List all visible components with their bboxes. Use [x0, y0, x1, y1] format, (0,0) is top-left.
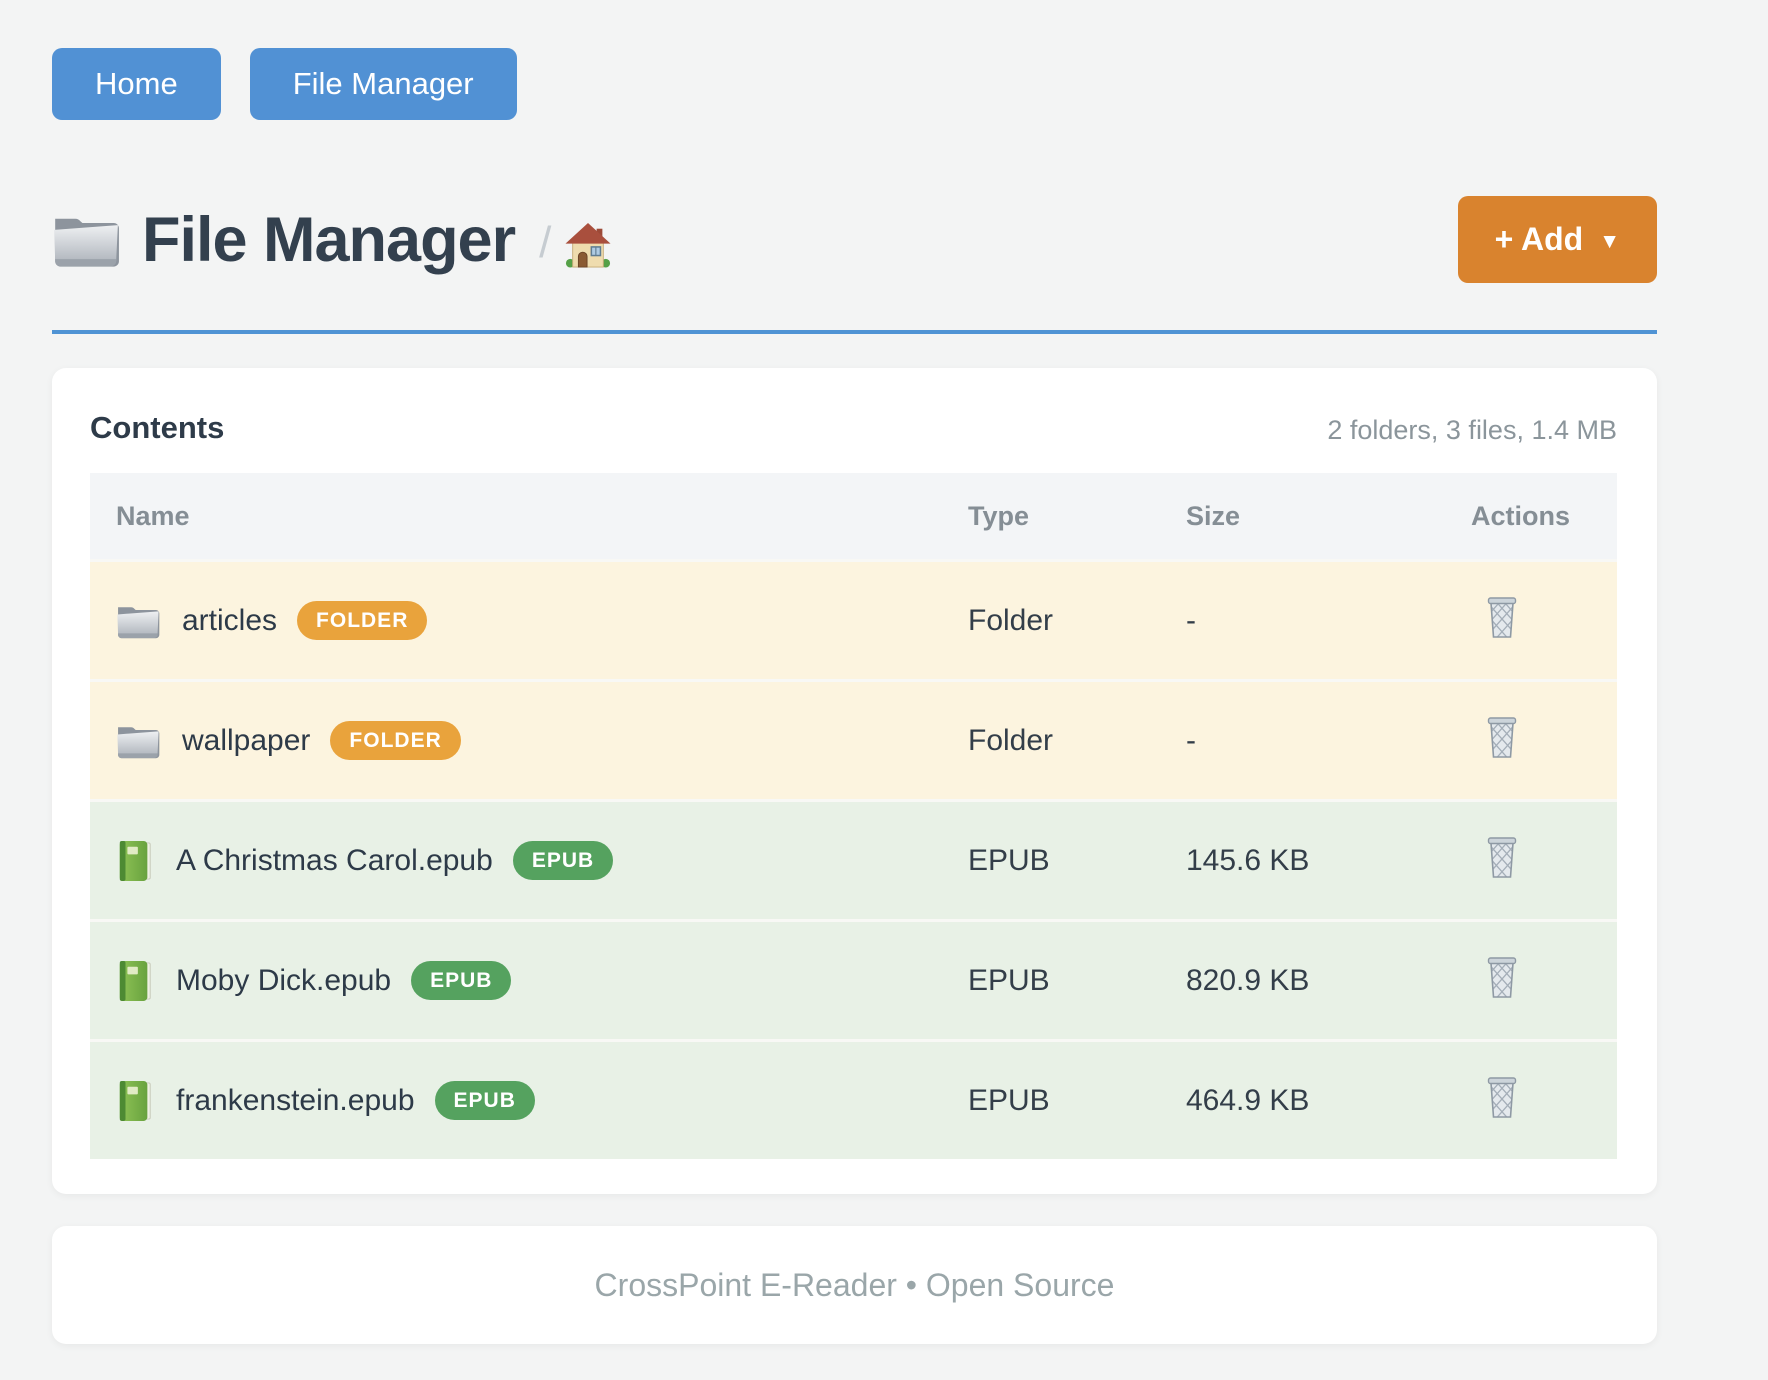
table-row-frankenstein[interactable]: frankenstein.epub EPUB EPUB 464.9 KB	[90, 1039, 1617, 1159]
trash-icon	[1483, 955, 1521, 999]
epub-badge: EPUB	[512, 841, 614, 880]
delete-button[interactable]	[1483, 595, 1521, 639]
add-button-label: + Add	[1494, 221, 1584, 257]
file-name[interactable]: wallpaper	[182, 723, 311, 757]
trash-icon	[1483, 715, 1521, 759]
page-title: File Manager	[142, 204, 516, 275]
table-row-moby-dick[interactable]: Moby Dick.epub EPUB EPUB 820.9 KB	[90, 919, 1617, 1039]
file-size: 464.9 KB	[1186, 1083, 1310, 1117]
file-type: EPUB	[968, 963, 1050, 997]
folder-icon	[52, 211, 120, 269]
epub-badge: EPUB	[411, 961, 512, 1000]
trash-icon	[1483, 595, 1521, 639]
file-name[interactable]: Moby Dick.epub	[176, 963, 392, 997]
column-header-type: Type	[968, 500, 1030, 531]
file-size: -	[1186, 723, 1196, 757]
file-size: -	[1186, 603, 1196, 637]
folder-badge: FOLDER	[330, 721, 461, 760]
delete-button[interactable]	[1483, 835, 1521, 879]
file-name[interactable]: A Christmas Carol.epub	[176, 843, 493, 877]
add-button[interactable]: + Add ▼	[1457, 196, 1657, 283]
table-header-row: Name Type Size Actions	[90, 473, 1617, 559]
trash-icon	[1483, 1075, 1521, 1119]
house-icon[interactable]	[565, 222, 611, 268]
contents-card-header: Contents 2 folders, 3 files, 1.4 MB	[90, 410, 1617, 446]
green-book-icon	[116, 960, 154, 1002]
epub-badge: EPUB	[434, 1081, 535, 1120]
file-table: Name Type Size Actions articles FOLDER F…	[90, 473, 1617, 1159]
file-name[interactable]: articles	[182, 603, 278, 637]
column-header-actions: Actions	[1471, 500, 1571, 531]
delete-button[interactable]	[1483, 715, 1521, 759]
folder-icon	[116, 721, 160, 761]
nav-file-manager-button[interactable]: File Manager	[249, 48, 517, 120]
breadcrumb-separator: /	[539, 217, 552, 267]
delete-button[interactable]	[1483, 1075, 1521, 1119]
folder-icon	[116, 601, 160, 641]
nav-home-button[interactable]: Home	[52, 48, 221, 120]
table-row-articles[interactable]: articles FOLDER Folder -	[90, 559, 1617, 679]
title-group: File Manager /	[52, 204, 611, 276]
contents-card: Contents 2 folders, 3 files, 1.4 MB Name…	[52, 368, 1657, 1194]
trash-icon	[1483, 835, 1521, 879]
footer: CrossPoint E-Reader • Open Source	[52, 1226, 1657, 1344]
top-nav: Home File Manager	[52, 0, 1657, 120]
page-header: File Manager / + Add ▼	[52, 196, 1657, 283]
file-size: 820.9 KB	[1186, 963, 1310, 997]
delete-button[interactable]	[1483, 955, 1521, 999]
footer-text: CrossPoint E-Reader • Open Source	[594, 1266, 1115, 1303]
green-book-icon	[116, 840, 154, 882]
file-size: 145.6 KB	[1186, 843, 1310, 877]
file-type: Folder	[968, 603, 1054, 637]
contents-heading: Contents	[90, 410, 225, 445]
column-header-name: Name	[116, 500, 190, 531]
table-row-wallpaper[interactable]: wallpaper FOLDER Folder -	[90, 679, 1617, 799]
column-header-size: Size	[1186, 500, 1241, 531]
chevron-down-icon: ▼	[1599, 229, 1620, 253]
folder-badge: FOLDER	[297, 601, 428, 640]
green-book-icon	[116, 1080, 154, 1122]
file-type: EPUB	[968, 843, 1050, 877]
file-type: EPUB	[968, 1083, 1050, 1117]
contents-summary: 2 folders, 3 files, 1.4 MB	[1327, 415, 1617, 445]
title-underline	[52, 330, 1657, 334]
file-name[interactable]: frankenstein.epub	[176, 1083, 415, 1117]
file-type: Folder	[968, 723, 1054, 757]
table-row-christmas-carol[interactable]: A Christmas Carol.epub EPUB EPUB 145.6 K…	[90, 799, 1617, 919]
